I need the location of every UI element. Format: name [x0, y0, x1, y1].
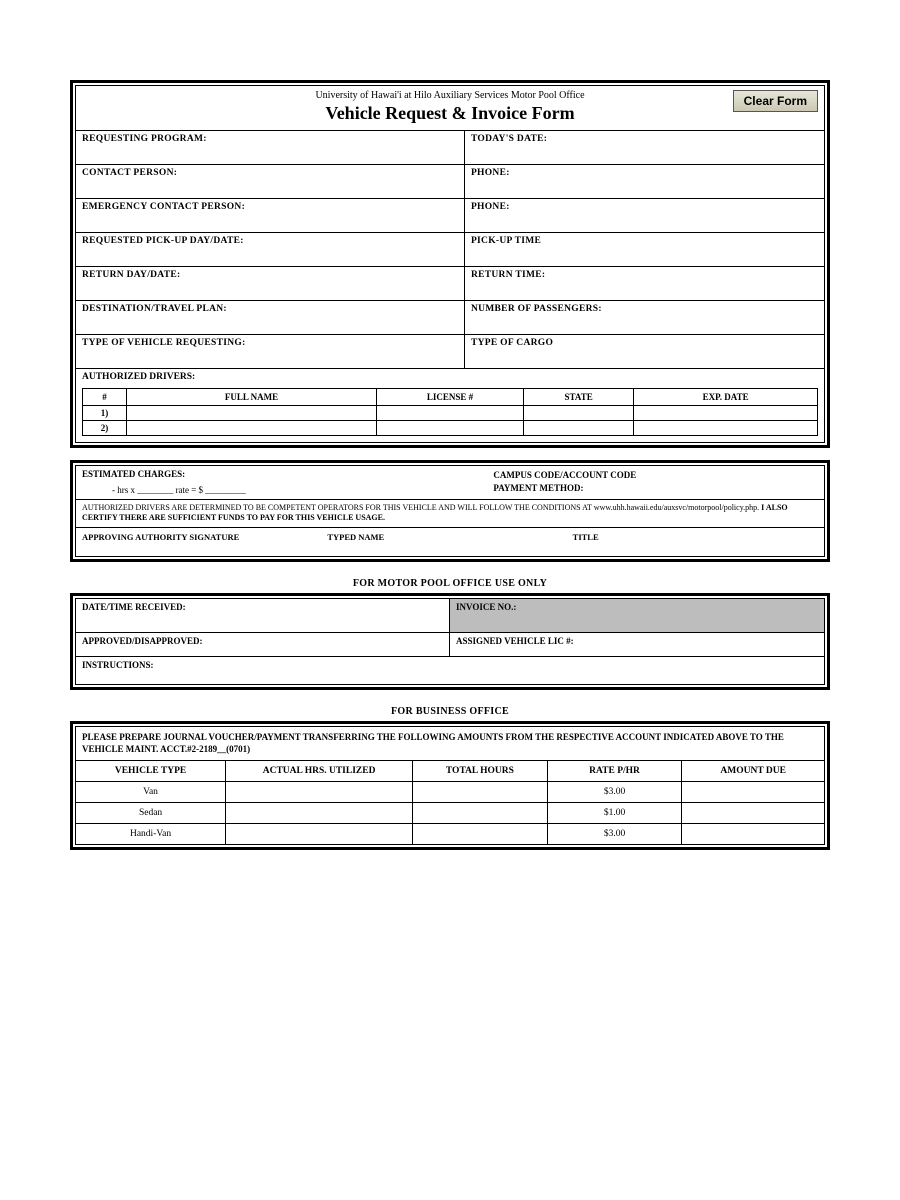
mp-row: APPROVED/DISAPPROVED: ASSIGNED VEHICLE L…: [76, 632, 824, 656]
motorpool-heading: FOR MOTOR POOL OFFICE USE ONLY: [70, 574, 830, 593]
cell-type: Handi-Van: [76, 823, 226, 844]
cell[interactable]: [634, 421, 818, 436]
cell[interactable]: [226, 781, 413, 802]
field-row: RETURN DAY/DATE:RETURN TIME:: [76, 266, 824, 300]
label-title: TITLE: [573, 532, 818, 542]
label-phone: PHONE:: [465, 199, 824, 232]
label-approved: APPROVED/DISAPPROVED:: [76, 633, 450, 656]
form-header: Clear Form University of Hawai'i at Hilo…: [76, 86, 824, 130]
header-subtitle: University of Hawai'i at Hilo Auxiliary …: [76, 90, 824, 101]
label-estimated-charges: ESTIMATED CHARGES:: [82, 469, 185, 479]
payment-block: CAMPUS CODE/ACCOUNT CODE PAYMENT METHOD:: [487, 466, 824, 499]
business-section: PLEASE PREPARE JOURNAL VOUCHER/PAYMENT T…: [70, 721, 830, 850]
cell[interactable]: [127, 406, 377, 421]
cell[interactable]: [226, 802, 413, 823]
estimate-row: ESTIMATED CHARGES: - hrs x ________ rate…: [76, 466, 824, 500]
cell-rate: $1.00: [547, 802, 682, 823]
business-table: VEHICLE TYPE ACTUAL HRS. UTILIZED TOTAL …: [76, 760, 824, 844]
cell-rate: $3.00: [547, 781, 682, 802]
col-vehicle-type: VEHICLE TYPE: [76, 760, 226, 781]
label-requesting-program: REQUESTING PROGRAM:: [76, 131, 465, 164]
estimate-section: ESTIMATED CHARGES: - hrs x ________ rate…: [70, 460, 830, 562]
label-payment-method: PAYMENT METHOD:: [493, 482, 818, 495]
col-fullname: FULL NAME: [127, 389, 377, 406]
drivers-header-row: # FULL NAME LICENSE # STATE EXP. DATE: [83, 389, 818, 406]
form-page: Clear Form University of Hawai'i at Hilo…: [70, 80, 830, 850]
cell[interactable]: [682, 781, 824, 802]
signature-row: APPROVING AUTHORITY SIGNATURE TYPED NAME…: [76, 528, 824, 556]
business-row: Van $3.00: [76, 781, 824, 802]
business-row: Sedan $1.00: [76, 802, 824, 823]
label-date-received: DATE/TIME RECEIVED:: [76, 599, 450, 632]
label-contact-person: CONTACT PERSON:: [76, 165, 465, 198]
cell-rate: $3.00: [547, 823, 682, 844]
cell[interactable]: [127, 421, 377, 436]
label-campus-code: CAMPUS CODE/ACCOUNT CODE: [493, 469, 818, 482]
col-rate: RATE P/HR: [547, 760, 682, 781]
clear-form-button[interactable]: Clear Form: [733, 90, 818, 112]
col-state: STATE: [523, 389, 633, 406]
cell[interactable]: [376, 421, 523, 436]
mp-row: DATE/TIME RECEIVED: INVOICE NO.:: [76, 599, 824, 632]
col-license: LICENSE #: [376, 389, 523, 406]
label-todays-date: TODAY'S DATE:: [465, 131, 824, 164]
cell[interactable]: [413, 802, 548, 823]
col-amount: AMOUNT DUE: [682, 760, 824, 781]
label-cargo-type: TYPE OF CARGO: [465, 335, 824, 368]
label-approving-signature: APPROVING AUTHORITY SIGNATURE: [82, 532, 327, 542]
col-num: #: [83, 389, 127, 406]
col-total-hrs: TOTAL HOURS: [413, 760, 548, 781]
label-passengers: NUMBER OF PASSENGERS:: [465, 301, 824, 334]
business-row: Handi-Van $3.00: [76, 823, 824, 844]
cell[interactable]: [376, 406, 523, 421]
disclaimer-text: AUTHORIZED DRIVERS ARE DETERMINED TO BE …: [76, 500, 824, 528]
disclaimer-pre: AUTHORIZED DRIVERS ARE DETERMINED TO BE …: [82, 503, 761, 512]
cell[interactable]: [226, 823, 413, 844]
cell[interactable]: [413, 781, 548, 802]
motorpool-section: DATE/TIME RECEIVED: INVOICE NO.: APPROVE…: [70, 593, 830, 690]
cell[interactable]: [682, 802, 824, 823]
label-typed-name: TYPED NAME: [327, 532, 572, 542]
estimated-charges: ESTIMATED CHARGES: - hrs x ________ rate…: [76, 466, 487, 499]
label-invoice-no: INVOICE NO.:: [450, 599, 824, 632]
business-heading: FOR BUSINESS OFFICE: [70, 702, 830, 721]
label-authorized-drivers: AUTHORIZED DRIVERS:: [76, 368, 824, 386]
cell[interactable]: [634, 406, 818, 421]
business-header-row: VEHICLE TYPE ACTUAL HRS. UTILIZED TOTAL …: [76, 760, 824, 781]
field-row: TYPE OF VEHICLE REQUESTING:TYPE OF CARGO: [76, 334, 824, 368]
col-expdate: EXP. DATE: [634, 389, 818, 406]
driver-row: 1): [83, 406, 818, 421]
cell: 1): [83, 406, 127, 421]
label-pickup-time: PICK-UP TIME: [465, 233, 824, 266]
label-return-time: RETURN TIME:: [465, 267, 824, 300]
field-row: EMERGENCY CONTACT PERSON:PHONE:: [76, 198, 824, 232]
label-vehicle-type: TYPE OF VEHICLE REQUESTING:: [76, 335, 465, 368]
field-row: REQUESTED PICK-UP DAY/DATE:PICK-UP TIME: [76, 232, 824, 266]
col-actual-hrs: ACTUAL HRS. UTILIZED: [226, 760, 413, 781]
drivers-table: # FULL NAME LICENSE # STATE EXP. DATE 1)…: [82, 388, 818, 436]
cell[interactable]: [413, 823, 548, 844]
label-pickup-date: REQUESTED PICK-UP DAY/DATE:: [76, 233, 465, 266]
field-row: DESTINATION/TRAVEL PLAN:NUMBER OF PASSEN…: [76, 300, 824, 334]
label-assigned-vehicle: ASSIGNED VEHICLE LIC #:: [450, 633, 824, 656]
label-phone: PHONE:: [465, 165, 824, 198]
label-instructions: INSTRUCTIONS:: [76, 656, 824, 684]
cell: 2): [83, 421, 127, 436]
label-return-date: RETURN DAY/DATE:: [76, 267, 465, 300]
cell-type: Sedan: [76, 802, 226, 823]
label-emergency-contact: EMERGENCY CONTACT PERSON:: [76, 199, 465, 232]
cell[interactable]: [682, 823, 824, 844]
cell-type: Van: [76, 781, 226, 802]
cell[interactable]: [523, 406, 633, 421]
request-section: Clear Form University of Hawai'i at Hilo…: [70, 80, 830, 448]
field-row: REQUESTING PROGRAM:TODAY'S DATE:: [76, 130, 824, 164]
business-note: PLEASE PREPARE JOURNAL VOUCHER/PAYMENT T…: [76, 727, 824, 760]
header-title: Vehicle Request & Invoice Form: [76, 103, 824, 124]
cell[interactable]: [523, 421, 633, 436]
estimate-formula: - hrs x ________ rate = $ _________: [82, 479, 481, 495]
field-row: CONTACT PERSON:PHONE:: [76, 164, 824, 198]
driver-row: 2): [83, 421, 818, 436]
label-destination: DESTINATION/TRAVEL PLAN:: [76, 301, 465, 334]
